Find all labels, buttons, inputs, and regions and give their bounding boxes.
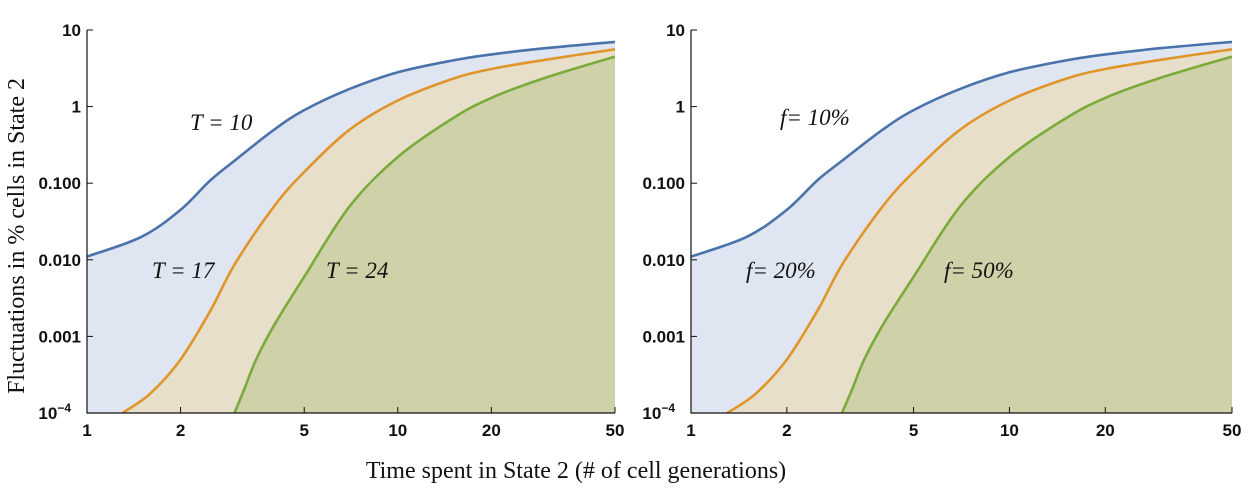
y-axis-title: Fluctuations in % cells in State 2 [4, 78, 30, 394]
x-tick-label: 50 [606, 421, 625, 440]
x-tick-label: 5 [909, 421, 918, 440]
label-t24: T = 24 [326, 258, 388, 283]
right-panel: 1 2 5 10 20 50 10−4 0.001 0.010 0.100 1 10 f= 10% f= … [642, 21, 1241, 440]
series-line-2 [121, 48, 615, 413]
y-tick-label: 0.001 [38, 327, 81, 346]
y-tick-label: 1 [72, 98, 81, 117]
x-axis-title: Time spent in State 2 (# of cell generat… [366, 458, 786, 484]
left-panel: 1 2 5 10 20 50 10−4 0.001 0.010 0.100 1 10 T = 10 T =… [38, 21, 624, 440]
y-tick-label: 10−4 [642, 401, 675, 423]
y-tick-label: 0.010 [642, 251, 685, 270]
x-tick-label: 20 [1096, 421, 1115, 440]
y-tick-label: 10 [62, 21, 81, 40]
x-tick-label: 50 [1223, 421, 1242, 440]
x-tick-label: 2 [176, 421, 185, 440]
label-f20: f= 20% [746, 258, 816, 283]
series-area-3 [842, 56, 1232, 413]
series-line-2 [726, 48, 1232, 413]
series-line-1 [87, 40, 615, 258]
label-t17: T = 17 [152, 258, 216, 283]
y-tick-label: 10 [666, 21, 685, 40]
label-f50: f= 50% [944, 258, 1014, 283]
x-tick-label: 1 [686, 421, 695, 440]
y-tick-label: 0.010 [38, 251, 81, 270]
series-line-3 [840, 55, 1232, 413]
x-tick-label: 5 [299, 421, 308, 440]
label-f10: f= 10% [780, 105, 850, 130]
x-tick-label: 20 [482, 421, 501, 440]
series-line-1 [691, 40, 1232, 258]
x-tick-label: 1 [82, 421, 91, 440]
series-area-3 [234, 56, 615, 413]
x-tick-label: 10 [1000, 421, 1019, 440]
label-t10: T = 10 [190, 110, 253, 135]
series-line-3 [233, 55, 615, 413]
y-tick-label: 0.001 [642, 327, 685, 346]
y-tick-label: 0.100 [38, 174, 81, 193]
x-tick-label: 10 [388, 421, 407, 440]
y-tick-label: 1 [676, 98, 685, 117]
x-tick-label: 2 [782, 421, 791, 440]
y-tick-label: 0.100 [642, 174, 685, 193]
y-tick-label: 10−4 [38, 401, 71, 423]
